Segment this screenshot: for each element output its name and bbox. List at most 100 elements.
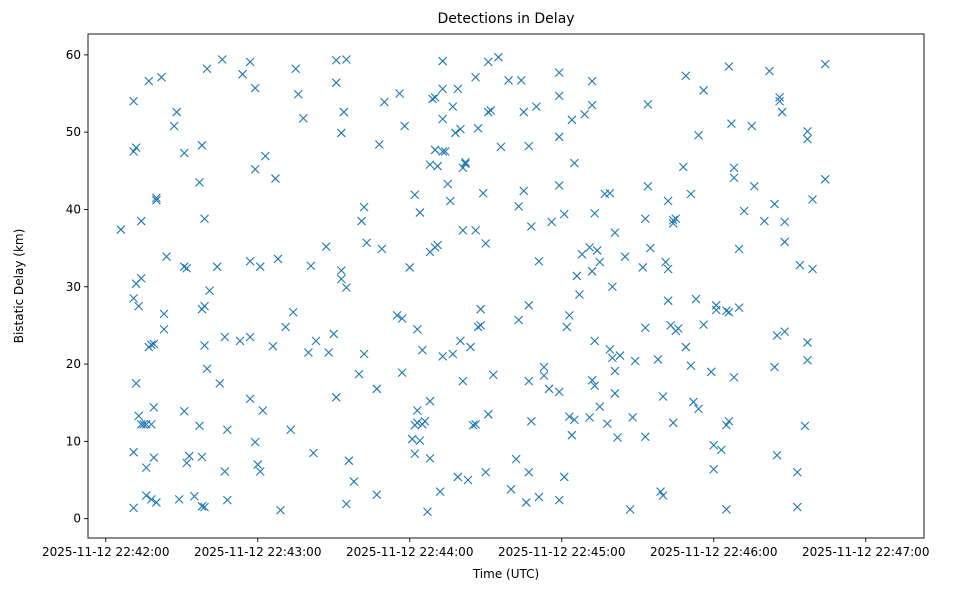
data-point: [628, 413, 638, 422]
data-point: [195, 178, 204, 187]
data-point: [587, 266, 597, 276]
data-point: [152, 193, 161, 203]
data-point: [808, 264, 817, 274]
data-point: [587, 100, 597, 110]
data-point: [570, 158, 579, 168]
y-tick-label: 50: [66, 125, 81, 139]
data-point: [722, 306, 731, 316]
data-point: [324, 348, 334, 357]
data-point: [770, 362, 779, 372]
data-point: [453, 84, 463, 94]
data-point: [640, 432, 650, 442]
data-point: [770, 199, 779, 209]
data-point: [395, 89, 404, 98]
data-point: [298, 113, 308, 123]
data-point: [694, 130, 703, 140]
data-point: [245, 57, 255, 67]
data-point: [342, 283, 351, 292]
data-point: [716, 445, 726, 455]
data-point: [146, 419, 156, 429]
data-point: [668, 215, 678, 225]
data-point: [640, 214, 650, 224]
data-point: [511, 454, 521, 464]
data-point: [504, 75, 513, 85]
data-point: [438, 114, 448, 124]
data-point: [653, 355, 663, 364]
data-point: [331, 78, 341, 88]
data-point: [544, 384, 554, 394]
data-point: [245, 394, 255, 404]
data-point: [430, 92, 440, 102]
data-point: [595, 257, 605, 267]
data-point: [575, 290, 584, 299]
data-point: [129, 96, 138, 106]
data-point: [131, 379, 141, 388]
data-point: [445, 196, 455, 206]
data-point: [526, 416, 536, 426]
data-point: [780, 327, 790, 336]
data-point: [136, 273, 146, 283]
data-point: [803, 134, 812, 144]
data-point: [605, 188, 615, 198]
data-point: [514, 201, 524, 211]
data-point: [407, 434, 417, 444]
data-point: [516, 75, 526, 85]
data-point: [658, 491, 668, 500]
data-point: [438, 84, 448, 94]
y-axis-ticks: 0 10 20 30 40 50 60: [66, 48, 88, 526]
data-point: [554, 495, 564, 505]
data-point: [235, 336, 245, 346]
data-point: [468, 420, 478, 430]
data-point: [792, 502, 802, 512]
data-point: [412, 406, 422, 415]
data-point: [724, 62, 734, 71]
data-point: [136, 216, 146, 226]
data-point: [179, 262, 189, 272]
data-point: [532, 102, 541, 112]
data-point: [585, 413, 594, 422]
data-point: [686, 189, 696, 199]
data-point: [694, 404, 703, 414]
data-point: [595, 402, 605, 411]
data-point: [200, 214, 209, 224]
data-point: [344, 456, 354, 466]
data-point: [309, 448, 318, 458]
y-tick-label: 40: [66, 202, 81, 216]
data-point: [116, 225, 126, 234]
y-axis-label: Bistatic Delay (km): [12, 229, 26, 344]
data-point: [585, 242, 594, 252]
data-point: [397, 314, 407, 323]
data-point: [412, 324, 422, 334]
data-point: [727, 119, 736, 129]
data-point: [554, 132, 564, 142]
data-point: [521, 498, 531, 507]
data-point: [554, 387, 564, 397]
data-point: [461, 159, 470, 169]
data-point: [271, 174, 280, 183]
data-point: [433, 240, 442, 250]
data-point: [539, 371, 549, 381]
data-point: [567, 115, 577, 125]
data-point: [448, 102, 458, 112]
data-point: [293, 89, 303, 99]
data-point: [514, 315, 524, 325]
data-point: [539, 362, 549, 372]
data-point: [336, 128, 346, 138]
data-point: [724, 307, 734, 317]
data-point: [149, 453, 159, 462]
data-point: [567, 430, 577, 440]
data-point: [435, 487, 445, 497]
data-point: [336, 266, 346, 275]
data-point: [524, 467, 534, 477]
data-point: [506, 484, 516, 494]
data-point: [643, 181, 653, 191]
data-point: [215, 379, 225, 388]
data-point: [190, 491, 199, 501]
data-point: [524, 141, 534, 151]
data-point: [273, 254, 283, 264]
data-point: [772, 331, 782, 340]
data-point: [253, 460, 263, 469]
data-point: [471, 419, 480, 429]
data-point: [668, 218, 678, 228]
data-point: [331, 392, 341, 402]
